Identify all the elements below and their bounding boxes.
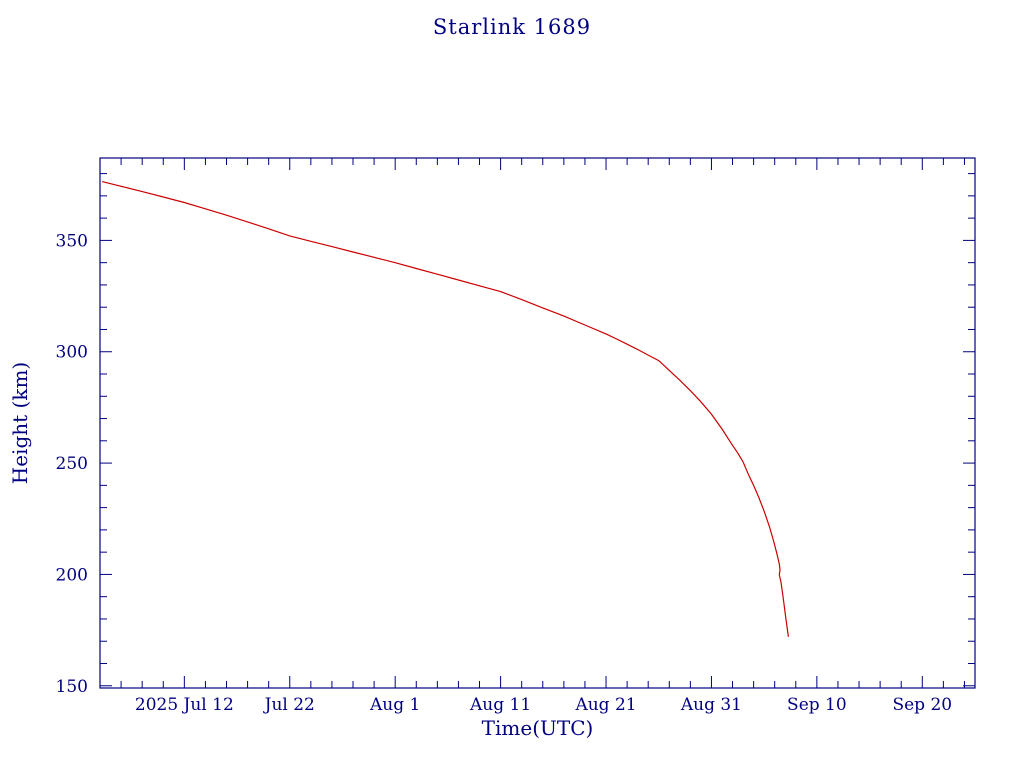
x-tick-label: Aug 11 xyxy=(469,695,531,715)
plot-frame xyxy=(99,157,976,689)
x-tick-label: Aug 21 xyxy=(574,695,636,715)
y-tick-label: 250 xyxy=(56,454,88,474)
chart-title: Starlink 1689 xyxy=(432,15,592,39)
height-curve xyxy=(101,181,789,637)
x-tick-label: Aug 31 xyxy=(680,695,742,715)
x-tick-label: Aug 1 xyxy=(369,695,420,715)
y-tick-label: 350 xyxy=(56,231,88,251)
y-axis-ticks xyxy=(100,173,975,687)
tick-labels: 2025 Jul 12 Jul 22 Aug 1 Aug 11 Aug 21 Aug 31… xyxy=(56,231,953,715)
y-tick-label: 300 xyxy=(56,343,88,363)
x-tick-label: Sep 20 xyxy=(892,695,952,715)
y-tick-label: 150 xyxy=(56,677,88,697)
x-axis-label: Time(UTC) xyxy=(481,716,594,740)
y-axis-label: Height (km) xyxy=(8,361,32,485)
y-tick-label: 200 xyxy=(56,565,88,585)
x-tick-label: 2025 Jul 12 xyxy=(135,695,234,715)
x-axis-ticks xyxy=(99,158,965,688)
x-tick-label: Jul 22 xyxy=(263,695,315,715)
x-tick-label: Sep 10 xyxy=(787,695,847,715)
